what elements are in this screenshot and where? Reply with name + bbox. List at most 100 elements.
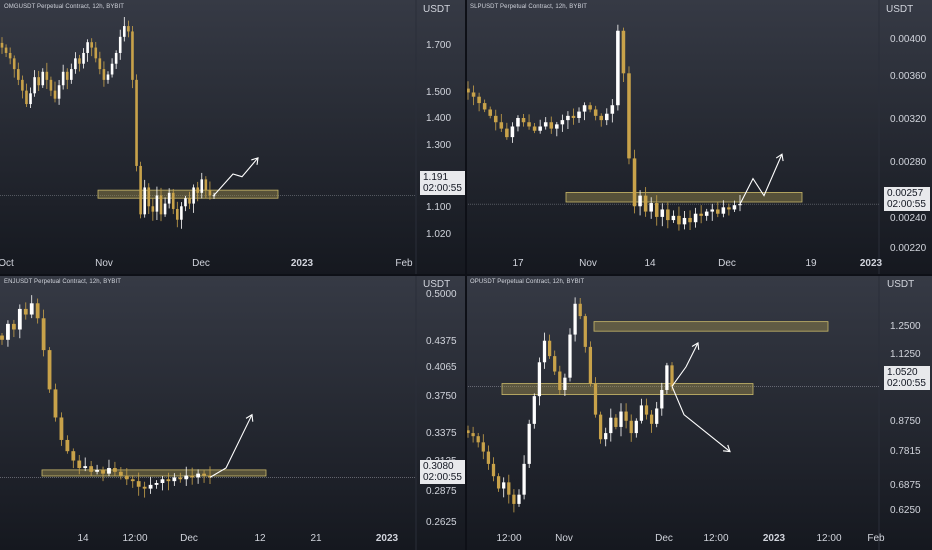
candle-body xyxy=(577,111,581,118)
candle-body xyxy=(110,63,114,75)
omg-chart-title: OMGUSDT Perpetual Contract, 12h, BYBIT xyxy=(4,4,125,10)
candle-body xyxy=(471,92,476,97)
candle-body xyxy=(154,483,159,485)
horizontal-divider xyxy=(0,274,932,276)
omg-x-tick: Oct xyxy=(0,258,14,269)
candle-body xyxy=(521,117,526,123)
candle-body xyxy=(95,469,99,472)
candle-body xyxy=(155,195,159,212)
enj-chart-svg[interactable] xyxy=(0,275,466,550)
candle-body xyxy=(171,192,175,209)
candle-body xyxy=(583,316,587,347)
candle-body xyxy=(184,475,189,480)
candle-body xyxy=(71,451,76,461)
candle-body xyxy=(566,115,570,121)
enj-chart-panel[interactable]: ENJUSDT Perpetual Contract, 12h, BYBIT U… xyxy=(0,275,466,550)
candle-body xyxy=(11,323,16,330)
enj-countdown: 02:00:55 xyxy=(423,472,462,483)
candle-body xyxy=(649,414,654,424)
candle-body xyxy=(543,122,548,127)
candle-body xyxy=(45,71,49,80)
candle-body xyxy=(98,58,102,70)
resistance-zone xyxy=(593,321,829,332)
candle-body xyxy=(627,73,631,159)
support-zone xyxy=(565,192,803,203)
candle-body xyxy=(621,30,626,74)
projection-arrow xyxy=(213,157,259,196)
enj-x-tick: 14 xyxy=(77,533,89,544)
candle-body xyxy=(660,389,664,409)
op-y-tick: 1.1250 xyxy=(890,349,921,360)
slp-x-tick: Nov xyxy=(579,258,597,269)
omg-chart-panel[interactable]: OMGUSDT Perpetual Contract, 12h, BYBIT U… xyxy=(0,0,466,275)
candle-body xyxy=(188,198,191,204)
candle-body xyxy=(710,209,715,212)
omg-price-value: 1.191 xyxy=(423,172,449,183)
candle-body xyxy=(47,350,52,390)
slp-chart-svg[interactable] xyxy=(466,0,932,275)
candle-body xyxy=(127,26,130,32)
candle-body xyxy=(486,451,491,464)
candle-body xyxy=(654,203,659,217)
candle-body xyxy=(507,482,511,495)
candle-body xyxy=(643,195,648,212)
slp-y-tick: 0.00220 xyxy=(890,243,927,254)
candle-body xyxy=(29,303,34,315)
candle-body xyxy=(738,204,742,206)
candle-body xyxy=(184,198,187,207)
candle-body xyxy=(23,308,28,315)
candle-body xyxy=(65,71,69,80)
op-y-tick: 1.2500 xyxy=(890,321,921,332)
candle-body xyxy=(644,405,649,415)
op-y-tick: 0.8750 xyxy=(890,416,921,427)
candle-body xyxy=(537,362,542,397)
enj-unit-label: USDT xyxy=(423,279,451,290)
candle-body xyxy=(113,468,117,472)
omg-y-tick: 1.100 xyxy=(426,202,452,213)
candle-body xyxy=(167,192,171,204)
op-y-tick: 0.6875 xyxy=(890,480,921,491)
candle-body xyxy=(563,377,567,390)
omg-chart-svg[interactable] xyxy=(0,0,466,275)
candle-body xyxy=(553,356,557,372)
candle-body xyxy=(53,389,58,418)
candle-body xyxy=(616,30,620,106)
candle-body xyxy=(671,215,676,221)
enj-x-tick: Dec xyxy=(180,533,198,544)
candle-body xyxy=(477,96,481,104)
op-price-value: 1.0520 xyxy=(887,367,918,378)
candle-body xyxy=(517,494,521,504)
candle-body xyxy=(160,479,165,484)
op-chart-svg[interactable] xyxy=(466,275,932,550)
slp-x-tick: 17 xyxy=(512,258,524,269)
candle-body xyxy=(693,213,698,223)
candle-body xyxy=(192,187,195,204)
omg-y-tick: 1.500 xyxy=(426,87,452,98)
slp-chart-panel[interactable]: SLPUSDT Perpetual Contract, 12h, BYBIT U… xyxy=(466,0,932,275)
candle-body xyxy=(568,334,572,378)
slp-countdown: 02:00:55 xyxy=(887,199,926,210)
candle-body xyxy=(619,411,623,427)
candle-body xyxy=(148,484,153,489)
candle-body xyxy=(571,115,576,118)
op-x-tick: Feb xyxy=(867,533,885,544)
candle-body xyxy=(107,468,111,474)
op-x-tick: 12:00 xyxy=(496,533,522,544)
candle-body xyxy=(532,396,536,424)
candle-body xyxy=(649,203,653,212)
candle-body xyxy=(172,477,177,482)
enj-x-tick: 12 xyxy=(254,533,266,544)
enj-y-tick: 0.4375 xyxy=(426,336,457,347)
op-price-label: 1.0520 02:00:55 xyxy=(884,366,930,390)
projection-arrow-down xyxy=(671,386,731,452)
candle-body xyxy=(17,69,20,80)
op-chart-panel[interactable]: OPUSDT Perpetual Contract, 12h, BYBIT US… xyxy=(466,275,932,550)
candle-body xyxy=(505,128,509,138)
enj-x-tick: 21 xyxy=(310,533,322,544)
candle-body xyxy=(135,79,138,166)
omg-y-tick: 1.400 xyxy=(426,113,452,124)
op-y-tick: 0.6250 xyxy=(890,505,921,516)
candle-body xyxy=(593,383,598,415)
candle-body xyxy=(139,165,142,215)
slp-chart-title: SLPUSDT Perpetual Contract, 12h, BYBIT xyxy=(470,4,588,10)
